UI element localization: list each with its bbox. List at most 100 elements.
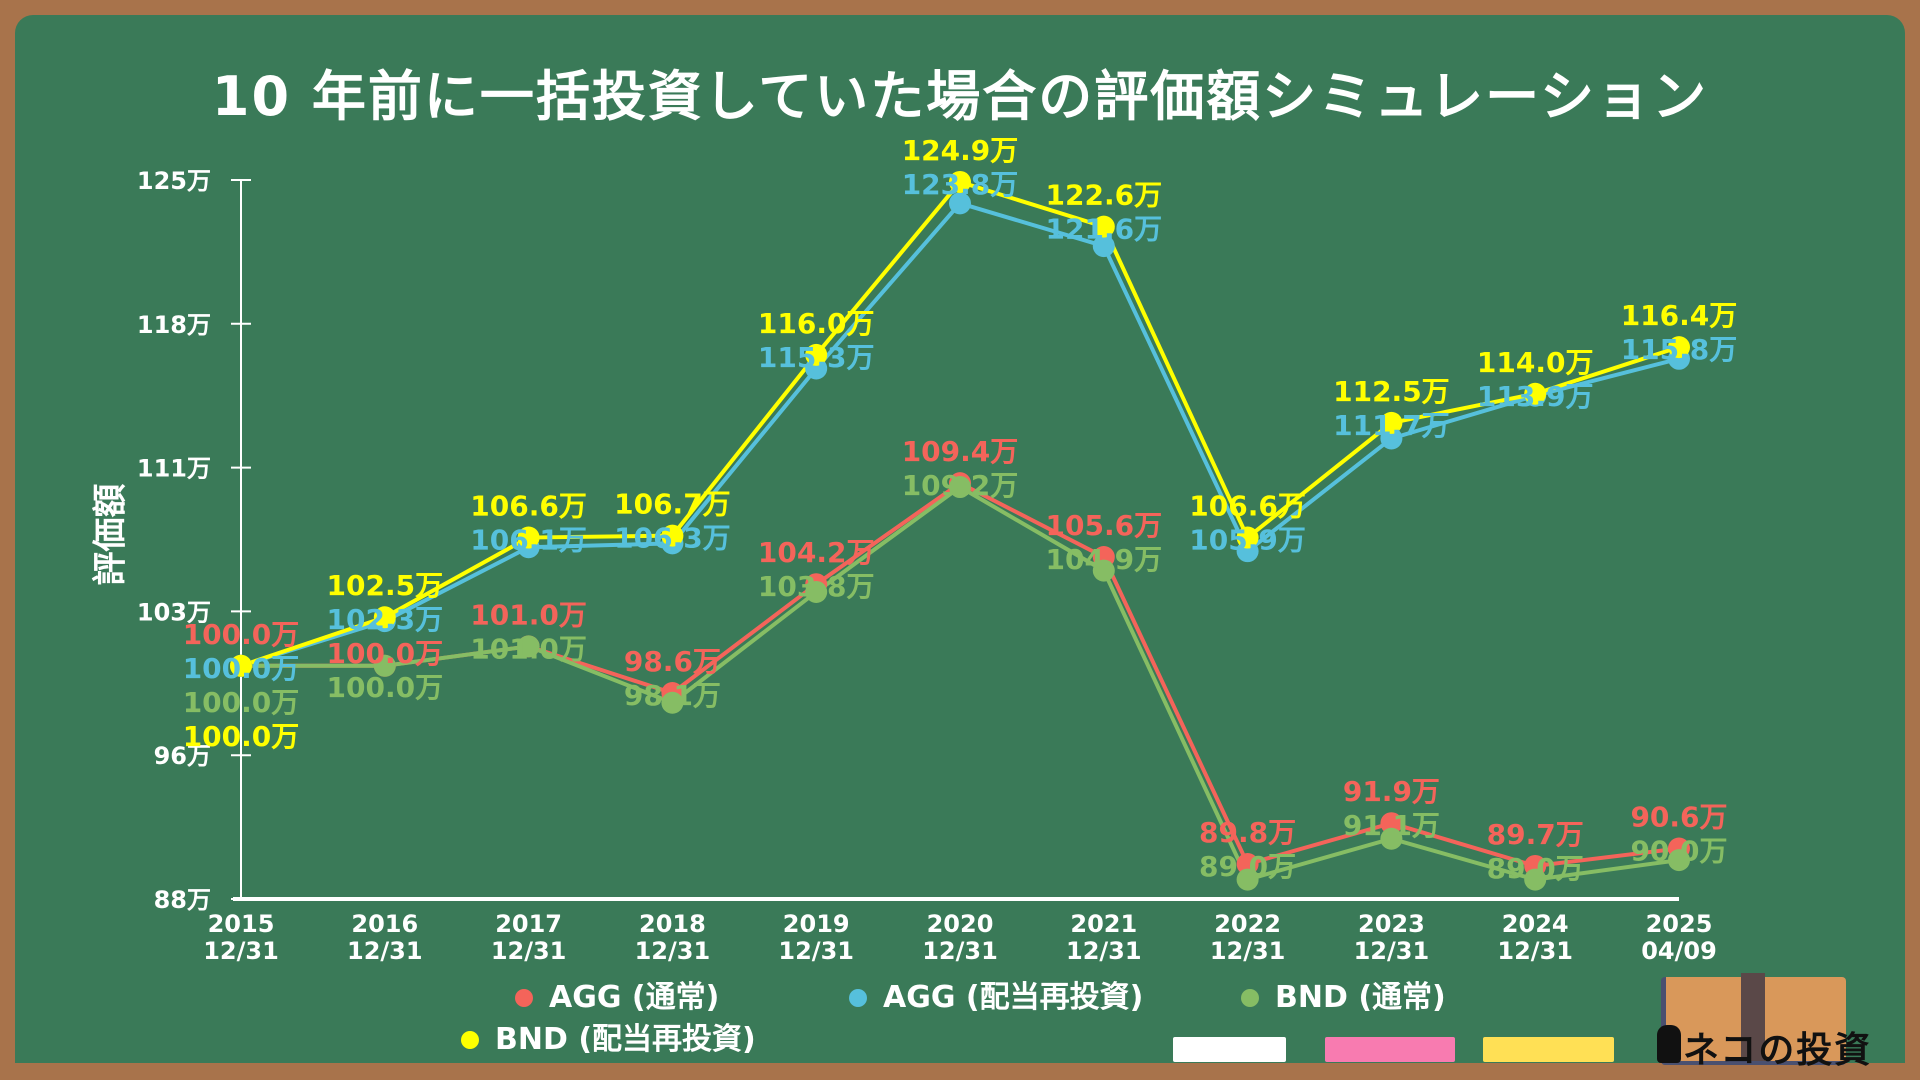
legend-label: BND (配当再投資) — [495, 1022, 756, 1057]
legend-item-agg-reinvest[interactable]: AGG (配当再投資) — [849, 980, 1143, 1016]
data-label: 89.0万 — [1199, 850, 1296, 883]
book-band — [1741, 973, 1765, 1061]
legend-label: AGG (通常) — [549, 980, 720, 1015]
data-label: 102.5万 — [327, 569, 444, 602]
legend-item-bnd-reinvest[interactable]: BND (配当再投資) — [461, 1022, 756, 1058]
pink-chalk-eraser — [1325, 1037, 1455, 1062]
data-label: 105.6万 — [1046, 509, 1163, 542]
legend-dot-icon — [461, 1031, 479, 1049]
data-point — [1524, 382, 1547, 405]
data-label: 104.2万 — [758, 536, 875, 569]
data-label: 100.0万 — [327, 637, 444, 670]
data-label: 89.7万 — [1487, 818, 1584, 851]
data-label: 100.0万 — [183, 618, 300, 651]
data-point — [1236, 853, 1259, 876]
data-label: 102.3万 — [327, 603, 444, 636]
x-tick-label: 2024 — [1502, 910, 1569, 938]
data-point — [1092, 559, 1115, 582]
data-label: 90.6万 — [1630, 800, 1727, 833]
data-label: 100.0万 — [327, 671, 444, 704]
x-tick-label: 12/31 — [1354, 937, 1430, 965]
chart-title: 10 年前に一括投資していた場合の評価額シミュレーション — [211, 65, 1709, 128]
data-point — [805, 343, 828, 366]
data-point — [1668, 336, 1690, 359]
data-label: 113.9万 — [1477, 380, 1594, 413]
x-tick-label: 12/31 — [491, 937, 567, 965]
x-tick-label: 2016 — [351, 910, 418, 938]
data-point — [517, 526, 540, 549]
series-line — [241, 480, 1680, 869]
data-point — [1380, 812, 1403, 835]
legend-item-bnd-normal[interactable]: BND (通常) — [1241, 980, 1446, 1016]
data-label: 115.8万 — [1621, 333, 1738, 366]
x-tick-label: 2021 — [1070, 910, 1137, 938]
data-point — [373, 606, 396, 629]
x-tick-label: 04/09 — [1641, 937, 1717, 965]
data-label: 91.1万 — [1343, 809, 1440, 842]
data-label: 106.3万 — [614, 522, 731, 555]
y-tick-label: 118万 — [137, 311, 211, 339]
data-label: 104.9万 — [1046, 543, 1163, 576]
data-label: 100.0万 — [183, 686, 300, 719]
data-point — [949, 476, 971, 499]
data-point — [1524, 868, 1547, 891]
data-point — [805, 580, 828, 603]
data-point — [1380, 427, 1403, 450]
logo: ネコの投資 — [1655, 973, 1870, 1071]
data-label: 106.6万 — [1189, 490, 1306, 523]
x-tick-label: 12/31 — [1210, 937, 1286, 965]
data-label: 123.8万 — [902, 168, 1019, 201]
data-label: 101.0万 — [470, 632, 587, 665]
data-label: 122.6万 — [1046, 179, 1163, 212]
data-label: 115.3万 — [758, 341, 875, 374]
cat-icon — [1657, 1025, 1681, 1063]
x-tick-label: 12/31 — [778, 937, 854, 965]
x-tick-label: 2022 — [1214, 910, 1281, 938]
data-label: 98.6万 — [624, 645, 721, 678]
x-tick-label: 2018 — [639, 910, 706, 938]
data-point — [230, 654, 252, 677]
x-tick-label: 12/31 — [635, 937, 711, 965]
x-tick-label: 2015 — [208, 910, 275, 938]
white-chalk-eraser — [1173, 1037, 1286, 1062]
data-label: 100.0万 — [183, 720, 300, 753]
x-tick-label: 12/31 — [347, 937, 423, 965]
data-label: 89.8万 — [1199, 816, 1296, 849]
x-tick-label: 2019 — [783, 910, 850, 938]
x-tick-label: 2023 — [1358, 910, 1425, 938]
data-label: 101.0万 — [470, 598, 587, 631]
data-label: 112.5万 — [1333, 375, 1450, 408]
legend-dot-icon — [849, 989, 867, 1007]
y-tick-label: 103万 — [137, 598, 211, 626]
data-point — [1092, 215, 1115, 238]
data-label: 100.0万 — [183, 652, 300, 685]
x-tick-label: 2025 — [1646, 910, 1713, 938]
legend-dot-icon — [1241, 989, 1259, 1007]
data-point — [661, 691, 684, 714]
x-tick-label: 12/31 — [1497, 937, 1573, 965]
logo-text: ネコの投資 — [1683, 1030, 1873, 1071]
data-point — [1092, 235, 1115, 258]
data-label: 124.9万 — [902, 134, 1019, 167]
data-point — [373, 654, 396, 677]
data-point — [517, 635, 540, 658]
data-label: 114.0万 — [1477, 346, 1594, 379]
series-line — [240, 179, 1680, 668]
data-label: 106.6万 — [470, 490, 587, 523]
y-tick-label: 96万 — [154, 742, 211, 770]
y-tick-label: 111万 — [137, 455, 211, 483]
yellow-chalk-eraser — [1483, 1037, 1614, 1062]
data-label: 116.0万 — [758, 307, 875, 340]
y-tick-label: 88万 — [154, 886, 211, 914]
data-label: 103.8万 — [758, 570, 875, 603]
data-label: 90.0万 — [1630, 834, 1727, 867]
data-label: 106.7万 — [614, 488, 731, 521]
data-label: 121.6万 — [1046, 213, 1163, 246]
data-point — [1380, 827, 1403, 850]
y-tick-label: 125万 — [137, 167, 211, 195]
legend-item-agg-normal[interactable]: AGG (通常) — [515, 980, 719, 1016]
data-point — [949, 192, 971, 215]
legend-label: BND (通常) — [1275, 980, 1446, 1015]
x-tick-label: 2017 — [495, 910, 562, 938]
